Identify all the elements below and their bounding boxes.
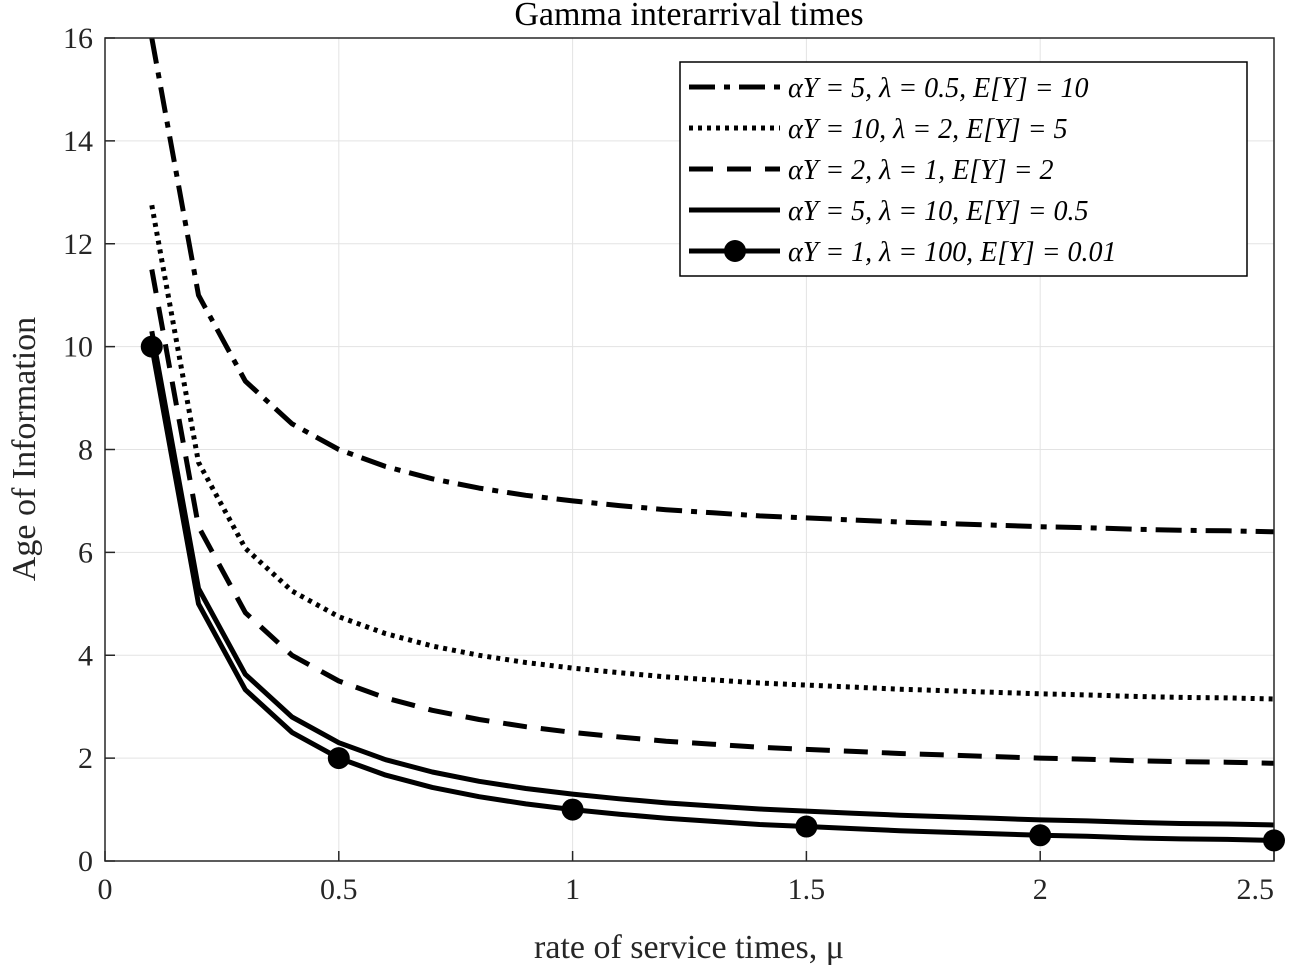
series-marker (140, 335, 163, 358)
series-line-1 (149, 204, 1274, 702)
y-tick-label: 12 (63, 228, 93, 261)
x-axis-label: rate of service times, μ (534, 929, 844, 966)
x-tick-label: 0.5 (320, 873, 358, 906)
series-line-3 (149, 330, 1274, 828)
series-marker (1263, 829, 1285, 852)
y-tick-label: 14 (63, 125, 93, 158)
legend-label-1: αY = 10, λ = 2, E[Y] = 5 (788, 114, 1068, 145)
series-marker (561, 798, 584, 821)
series-marker (327, 747, 350, 770)
series-line-2 (149, 269, 1274, 766)
x-tick-label: 1.5 (788, 873, 826, 906)
legend-marker (724, 240, 746, 262)
legend-items: αY = 5, λ = 0.5, E[Y] = 10 αY = 10, λ = 2… (689, 73, 1117, 268)
legend-label-3: αY = 5, λ = 10, E[Y] = 0.5 (788, 196, 1089, 227)
legend-label-4: αY = 1, λ = 100, E[Y] = 0.01 (788, 237, 1117, 268)
series-marker (1029, 824, 1052, 847)
legend: αY = 5, λ = 0.5, E[Y] = 10 αY = 10, λ = 2… (679, 61, 1248, 277)
legend-label-2: αY = 2, λ = 1, E[Y] = 2 (788, 155, 1054, 186)
ticks: 0 0.5 1 1.5 2 2.5 0 2 4 6 8 10 12 14 16 (63, 22, 1275, 906)
y-tick-label: 4 (78, 639, 93, 672)
y-tick-label: 8 (78, 434, 93, 467)
y-tick-label: 2 (78, 742, 93, 775)
y-tick-label: 16 (63, 22, 93, 55)
x-tick-label: 0 (98, 873, 113, 906)
x-tick-label: 2.5 (1237, 873, 1275, 906)
series-marker (795, 815, 818, 838)
y-tick-label: 10 (63, 331, 93, 364)
legend-label-0: αY = 5, λ = 0.5, E[Y] = 10 (788, 73, 1089, 104)
x-tick-label: 2 (1033, 873, 1048, 906)
chart-title: Gamma interarrival times (514, 0, 863, 33)
y-tick-label: 0 (78, 845, 93, 878)
x-tick-label: 1 (565, 873, 580, 906)
y-tick-label: 6 (78, 536, 93, 569)
series-line-0 (149, 38, 1274, 535)
y-axis-label: Age of Information (6, 317, 43, 581)
